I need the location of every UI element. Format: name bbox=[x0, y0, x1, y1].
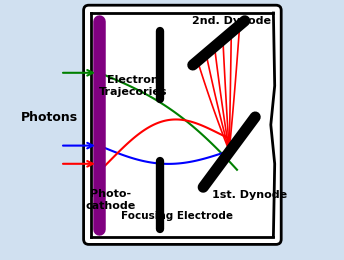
Text: Electron
Trajecories: Electron Trajecories bbox=[99, 75, 167, 97]
Text: 2nd. Dynode: 2nd. Dynode bbox=[192, 16, 271, 26]
Text: Focusing Electrode: Focusing Electrode bbox=[121, 211, 233, 221]
Text: 1st. Dynode: 1st. Dynode bbox=[213, 190, 288, 200]
Text: Photo-
cathode: Photo- cathode bbox=[86, 189, 136, 211]
FancyBboxPatch shape bbox=[84, 5, 281, 244]
Text: Photons: Photons bbox=[21, 110, 78, 124]
